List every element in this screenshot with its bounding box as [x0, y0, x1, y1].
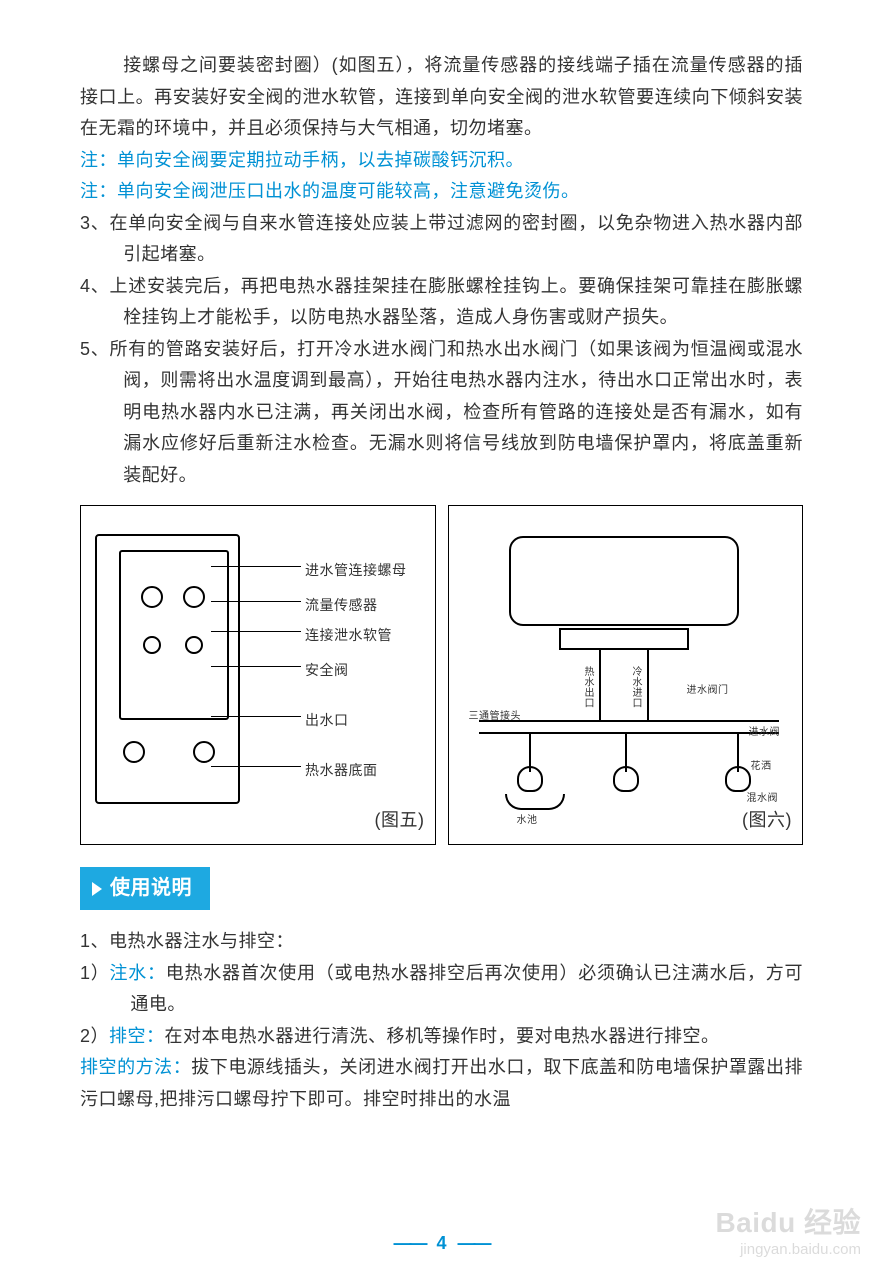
- fig5-label: 进水管连接螺母: [305, 558, 407, 583]
- item-text: 所有的管路安装好后，打开冷水进水阀门和热水出水阀门（如果该阀为恒温阀或混水阀，则…: [110, 339, 803, 485]
- sub-text: 在对本电热水器进行清洗、移机等操作时，要对电热水器进行排空。: [165, 1026, 720, 1046]
- usage-text: 电热水器注水与排空：: [109, 931, 294, 951]
- item-text: 在单向安全阀与自来水管连接处应装上带过滤网的密封圈，以免杂物进入热水器内部引起堵…: [110, 213, 803, 265]
- section-heading-band: 使用说明: [80, 867, 210, 910]
- sub-num: 1）: [80, 963, 110, 983]
- fig5-port: [183, 586, 205, 608]
- figure-6: 热水出口 冷水进口 进水阀门 三通管接头 进水阀 花洒 水池 混水阀 (图六): [448, 505, 804, 845]
- fig5-body-outline: [95, 534, 240, 804]
- note-text: 单向安全阀要定期拉动手柄，以去掉碳酸钙沉积。: [117, 150, 524, 170]
- fig6-tap: [613, 766, 639, 792]
- leader-line: [211, 766, 301, 767]
- page-number-value: 4: [436, 1233, 446, 1253]
- numbered-item-5: 5、所有的管路安装好后，打开冷水进水阀门和热水出水阀门（如果该阀为恒温阀或混水阀…: [80, 334, 803, 492]
- figure-5: 进水管连接螺母 流量传感器 连接泄水软管 安全阀 出水口 热水器底面 (图五): [80, 505, 436, 845]
- fig5-inner-panel: [119, 550, 229, 720]
- numbered-item-3: 3、在单向安全阀与自来水管连接处应装上带过滤网的密封圈，以免杂物进入热水器内部引…: [80, 208, 803, 271]
- fig5-knob: [123, 741, 145, 763]
- fig5-knob: [185, 636, 203, 654]
- usage-section: 1、电热水器注水与排空： 1）注水：电热水器首次使用（或电热水器排空后再次使用）…: [80, 926, 803, 1115]
- fig6-tap: [725, 766, 751, 792]
- dash-icon: ——: [393, 1233, 425, 1253]
- fig6-basin: [505, 794, 565, 810]
- dash-icon: ——: [458, 1233, 490, 1253]
- fig6-pipe: [479, 732, 779, 734]
- leader-line: [211, 666, 301, 667]
- leader-line: [211, 716, 301, 717]
- method-label: 排空的方法：: [80, 1057, 191, 1077]
- fig6-label: 三通管接头: [469, 708, 522, 726]
- leader-line: [211, 566, 301, 567]
- triangle-icon: [90, 881, 104, 897]
- figure-caption: (图六): [742, 805, 792, 837]
- fig6-tank: [509, 536, 739, 626]
- fig6-label: 水池: [517, 812, 538, 830]
- usage-num: 1、: [80, 931, 109, 951]
- fig5-knob: [143, 636, 161, 654]
- note-prefix: 注：: [80, 181, 117, 201]
- top-paragraph: 接螺母之间要装密封圈）(如图五），将流量传感器的接线端子插在流量传感器的插接口上…: [80, 50, 803, 145]
- fig6-label: 进水阀: [749, 724, 781, 742]
- usage-sub-1: 1）注水：电热水器首次使用（或电热水器排空后再次使用）必须确认已注满水后，方可通…: [80, 958, 803, 1021]
- note-prefix: 注：: [80, 150, 117, 170]
- fig6-pipe: [599, 650, 601, 720]
- fig6-pipe: [479, 720, 779, 722]
- numbered-item-4: 4、上述安装完后，再把电热水器挂架挂在膨胀螺栓挂钩上。要确保挂架可靠挂在膨胀螺栓…: [80, 271, 803, 334]
- note-text: 单向安全阀泄压口出水的温度可能较高，注意避免烫伤。: [117, 181, 580, 201]
- sub-label: 注水：: [110, 963, 166, 983]
- fig6-label: 热水出口: [579, 666, 597, 708]
- page-number: —— 4 ——: [0, 1233, 883, 1254]
- sub-label: 排空：: [109, 1026, 165, 1046]
- leader-line: [211, 601, 301, 602]
- fig5-label: 出水口: [305, 708, 349, 733]
- usage-heading: 1、电热水器注水与排空：: [80, 926, 803, 958]
- figure-caption: (图五): [375, 805, 425, 837]
- usage-sub-2: 2）排空：在对本电热水器进行清洗、移机等操作时，要对电热水器进行排空。: [80, 1021, 803, 1053]
- note-2: 注：单向安全阀泄压口出水的温度可能较高，注意避免烫伤。: [80, 176, 803, 208]
- usage-method: 排空的方法：拔下电源线插头，关闭进水阀打开出水口，取下底盖和防电墙保护罩露出排污…: [80, 1052, 803, 1115]
- sub-num: 2）: [80, 1026, 109, 1046]
- fig5-knob: [193, 741, 215, 763]
- fig6-tap: [517, 766, 543, 792]
- figures-row: 进水管连接螺母 流量传感器 连接泄水软管 安全阀 出水口 热水器底面 (图五): [80, 505, 803, 845]
- fig6-label: 花洒: [751, 758, 772, 776]
- fig6-label: 进水阀门: [687, 682, 729, 700]
- item-number: 4、: [80, 276, 110, 296]
- note-1: 注：单向安全阀要定期拉动手柄，以去掉碳酸钙沉积。: [80, 145, 803, 177]
- fig6-panel: [559, 628, 689, 650]
- item-number: 3、: [80, 213, 110, 233]
- section-title: 使用说明: [110, 871, 192, 906]
- fig5-label: 安全阀: [305, 658, 349, 683]
- item-text: 上述安装完后，再把电热水器挂架挂在膨胀螺栓挂钩上。要确保挂架可靠挂在膨胀螺栓挂钩…: [110, 276, 803, 328]
- document-body: 接螺母之间要装密封圈）(如图五），将流量传感器的接线端子插在流量传感器的插接口上…: [80, 50, 803, 1115]
- fig6-pipe: [647, 650, 649, 720]
- item-number: 5、: [80, 339, 110, 359]
- fig5-port: [141, 586, 163, 608]
- leader-line: [211, 631, 301, 632]
- fig5-label: 连接泄水软管: [305, 623, 392, 648]
- sub-text: 电热水器首次使用（或电热水器排空后再次使用）必须确认已注满水后，方可通电。: [130, 963, 803, 1015]
- fig6-label: 冷水进口: [627, 666, 645, 708]
- fig5-label: 流量传感器: [305, 593, 378, 618]
- fig5-label: 热水器底面: [305, 758, 378, 783]
